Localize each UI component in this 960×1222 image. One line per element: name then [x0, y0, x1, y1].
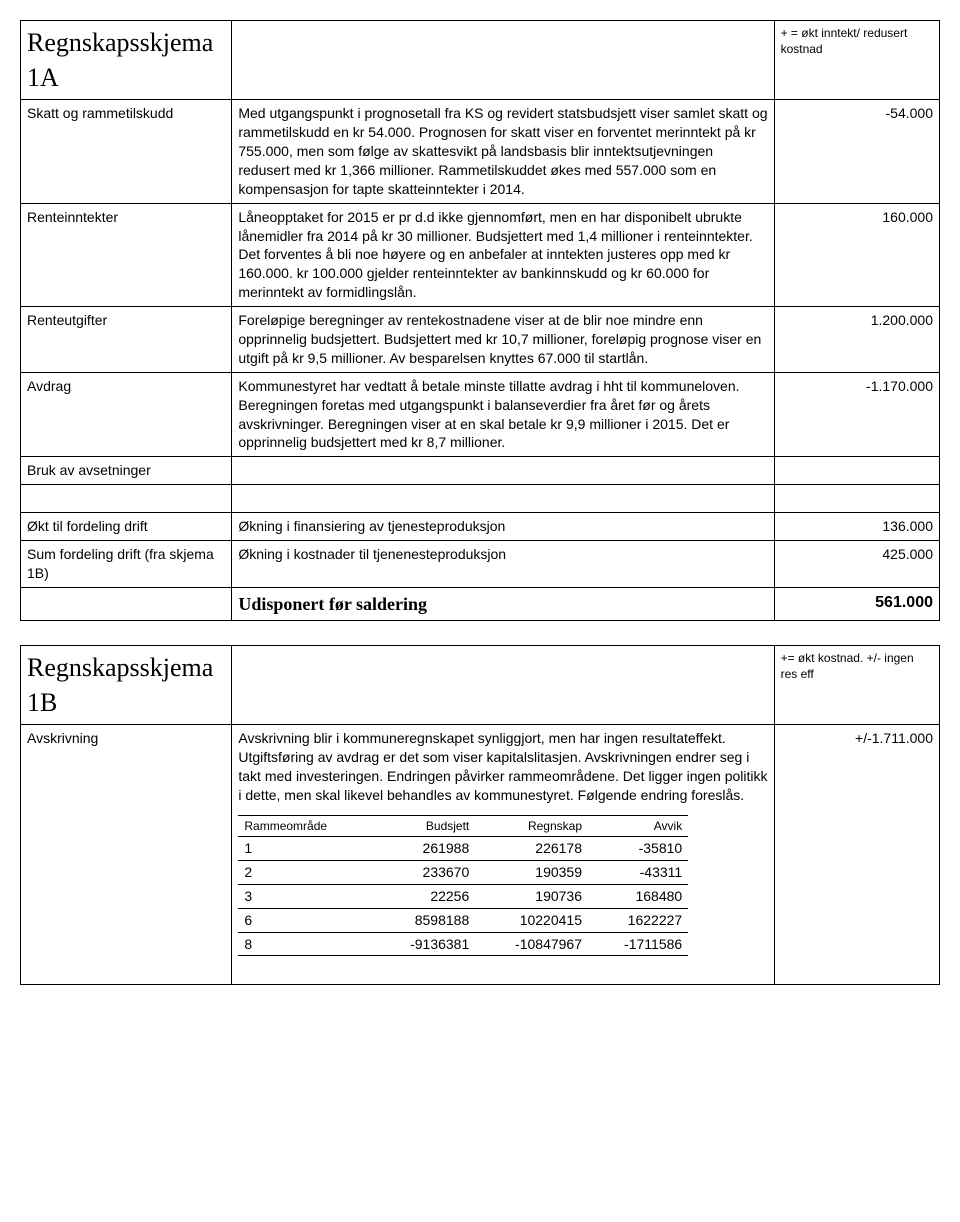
row-desc: Kommunestyret har vedtatt å betale minst… [232, 372, 774, 457]
row-label: Renteutgifter [21, 307, 232, 373]
row-value: 136.000 [774, 513, 939, 541]
spacer-row [21, 485, 940, 513]
empty-cell [232, 485, 774, 513]
table-row: Renteutgifter Foreløpige beregninger av … [21, 307, 940, 373]
row-desc: Økning i kostnader til tjenenesteproduks… [232, 541, 774, 588]
regnskapsskjema-1a-table: Regnskapsskjema 1A + = økt inntekt/ redu… [20, 20, 940, 621]
row-label: Renteinntekter [21, 203, 232, 306]
inner-row: 3 22256 190736 168480 [238, 884, 688, 908]
inner-cell: -10847967 [475, 932, 588, 956]
table-row: Skatt og rammetilskudd Med utgangspunkt … [21, 100, 940, 203]
table-row: Renteinntekter Låneopptaket for 2015 er … [21, 203, 940, 306]
row-value: 1.200.000 [774, 307, 939, 373]
row-value: 425.000 [774, 541, 939, 588]
table-1b-title: Regnskapsskjema 1B [21, 646, 232, 725]
table-1a-title: Regnskapsskjema 1A [21, 21, 232, 100]
empty-cell [21, 485, 232, 513]
inner-header-row: Rammeområde Budsjett Regnskap Avvik [238, 815, 688, 836]
table-row: Avskrivning Avskrivning blir i kommunere… [21, 725, 940, 985]
inner-cell: -35810 [588, 837, 688, 861]
row-value [774, 457, 939, 485]
inner-cell: 1 [238, 837, 373, 861]
inner-cell: 190736 [475, 884, 588, 908]
row-desc: Låneopptaket for 2015 er pr d.d ikke gje… [232, 203, 774, 306]
table-row: Avdrag Kommunestyret har vedtatt å betal… [21, 372, 940, 457]
row-desc: Foreløpige beregninger av rentekostnaden… [232, 307, 774, 373]
empty-cell [774, 485, 939, 513]
inner-cell: 233670 [374, 860, 476, 884]
row-value: -54.000 [774, 100, 939, 203]
inner-cell: 3 [238, 884, 373, 908]
row-label: Skatt og rammetilskudd [21, 100, 232, 203]
inner-cell: 168480 [588, 884, 688, 908]
inner-cell: -9136381 [374, 932, 476, 956]
row-value: 160.000 [774, 203, 939, 306]
inner-cell: -1711586 [588, 932, 688, 956]
inner-cell: 226178 [475, 837, 588, 861]
regnskapsskjema-1b-table: Regnskapsskjema 1B += økt kostnad. +/- i… [20, 645, 940, 985]
inner-cell: 6 [238, 908, 373, 932]
inner-col-header: Rammeområde [238, 815, 373, 836]
inner-cell: 2 [238, 860, 373, 884]
total-desc: Udisponert før saldering [232, 587, 774, 620]
table-1a-header-note: + = økt inntekt/ redusert kostnad [774, 21, 939, 100]
inner-row: 1 261988 226178 -35810 [238, 837, 688, 861]
inner-cell: 10220415 [475, 908, 588, 932]
inner-cell: 190359 [475, 860, 588, 884]
inner-cell: 1622227 [588, 908, 688, 932]
empty-cell [232, 646, 774, 725]
inner-cell: 8 [238, 932, 373, 956]
inner-rammeomrade-table: Rammeområde Budsjett Regnskap Avvik 1 26… [238, 815, 688, 957]
table-row: Sum fordeling drift (fra skjema 1B) Økni… [21, 541, 940, 588]
row-label: Avdrag [21, 372, 232, 457]
row-label: Bruk av avsetninger [21, 457, 232, 485]
row-desc: Med utgangspunkt i prognosetall fra KS o… [232, 100, 774, 203]
row-label: Sum fordeling drift (fra skjema 1B) [21, 541, 232, 588]
inner-row: 8 -9136381 -10847967 -1711586 [238, 932, 688, 956]
row-desc-text: Avskrivning blir i kommuneregnskapet syn… [238, 730, 767, 803]
inner-row: 2 233670 190359 -43311 [238, 860, 688, 884]
inner-cell: -43311 [588, 860, 688, 884]
row-label: Økt til fordeling drift [21, 513, 232, 541]
inner-cell: 22256 [374, 884, 476, 908]
inner-col-header: Budsjett [374, 815, 476, 836]
row-label: Avskrivning [21, 725, 232, 985]
table-row: Økt til fordeling drift Økning i finansi… [21, 513, 940, 541]
total-value: 561.000 [774, 587, 939, 620]
inner-cell: 261988 [374, 837, 476, 861]
inner-row: 6 8598188 10220415 1622227 [238, 908, 688, 932]
total-row: Udisponert før saldering 561.000 [21, 587, 940, 620]
total-label [21, 587, 232, 620]
row-desc-with-inner: Avskrivning blir i kommuneregnskapet syn… [232, 725, 774, 985]
inner-cell: 8598188 [374, 908, 476, 932]
row-desc: Økning i finansiering av tjenesteproduks… [232, 513, 774, 541]
table-row: Bruk av avsetninger [21, 457, 940, 485]
row-value: -1.170.000 [774, 372, 939, 457]
inner-col-header: Regnskap [475, 815, 588, 836]
row-desc [232, 457, 774, 485]
inner-col-header: Avvik [588, 815, 688, 836]
row-value: +/-1.711.000 [774, 725, 939, 985]
empty-cell [232, 21, 774, 100]
table-1b-header-note: += økt kostnad. +/- ingen res eff [774, 646, 939, 725]
